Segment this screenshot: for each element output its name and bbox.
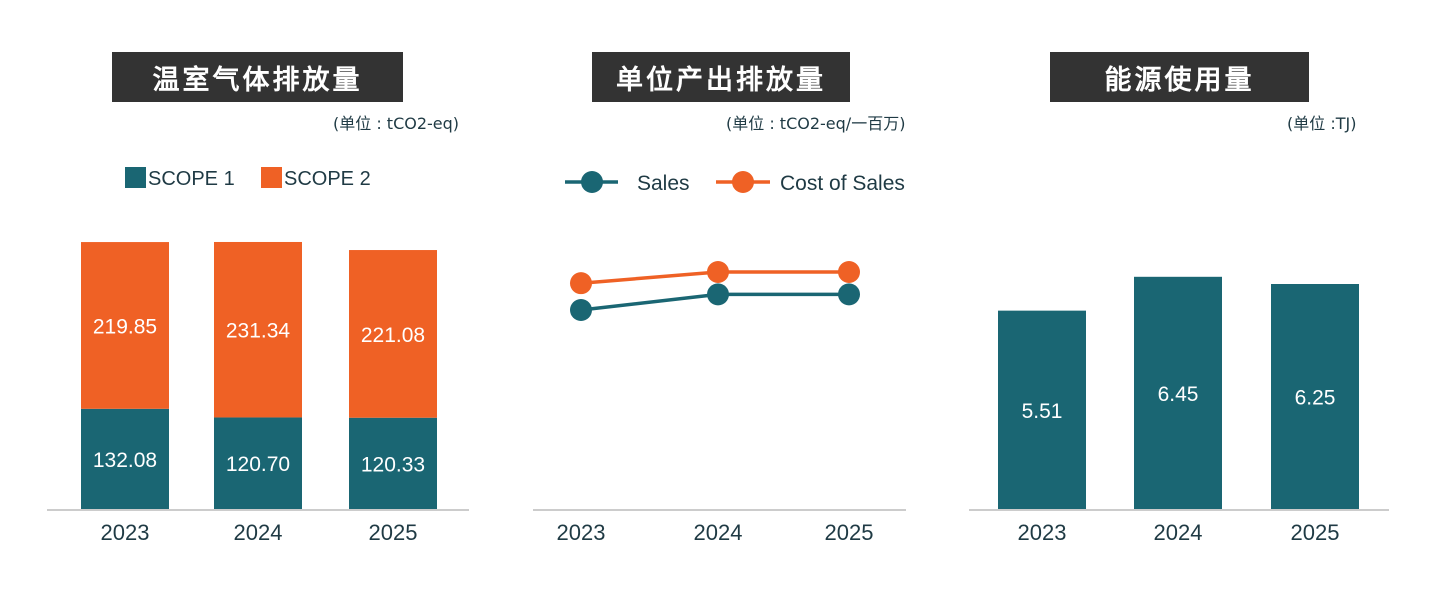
intensity-title: 单位产出排放量: [592, 52, 850, 102]
ghg-legend-label-2: SCOPE 2: [284, 168, 371, 190]
intensity-legend-marker-cost-of-sales: [732, 171, 754, 193]
energy-value-label-2025: 6.25: [1295, 387, 1336, 410]
intensity-point-sales-2024: [707, 283, 729, 306]
intensity-point-cost-of-sales-2023: [570, 272, 592, 295]
ghg-bar-2023-scope2: [81, 242, 169, 409]
ghg-tick-label-2023: 2023: [101, 520, 150, 545]
ghg-bar-2025-scope2: [349, 250, 437, 418]
ghg-bar-2023-scope1: [81, 408, 169, 509]
intensity-tick-label-2023: 2023: [557, 520, 606, 545]
ghg-value-label-2025-scope1: 120.33: [361, 453, 425, 476]
intensity-point-cost-of-sales-2024: [707, 261, 729, 283]
ghg-legend-swatch-1: [125, 167, 146, 188]
energy-bar-2025: [1271, 284, 1359, 509]
energy-bar-2023: [998, 310, 1086, 509]
ghg-value-label-2024-scope2: 231.34: [226, 320, 291, 343]
intensity-point-cost-of-sales-2025: [838, 261, 860, 283]
intensity-legend-marker-sales: [581, 171, 603, 193]
intensity-tick-label-2025: 2025: [825, 520, 874, 545]
ghg-bar-2025-scope1: [349, 417, 437, 509]
ghg-unit-label: (单位 : tCO2-eq): [333, 114, 460, 133]
ghg-legend-label-1: SCOPE 1: [148, 168, 235, 190]
ghg-value-label-2025-scope2: 221.08: [361, 324, 425, 347]
ghg-value-label-2024-scope1: 120.70: [226, 453, 290, 476]
intensity-legend-label-sales: Sales: [637, 172, 690, 195]
energy-title: 能源使用量: [1050, 52, 1309, 102]
intensity-point-sales-2023: [570, 299, 592, 321]
ghg-tick-label-2025: 2025: [369, 520, 418, 545]
ghg-bar-2024-scope2: [214, 241, 302, 418]
energy-tick-label-2025: 2025: [1291, 520, 1340, 545]
energy-tick-label-2023: 2023: [1018, 520, 1067, 545]
energy-value-label-2023: 5.51: [1022, 400, 1063, 423]
ghg-legend-swatch-2: [261, 167, 282, 188]
ghg-tick-label-2024: 2024: [234, 520, 283, 545]
ghg-value-label-2023-scope2: 219.85: [93, 315, 157, 338]
intensity-legend-label-cost-of-sales: Cost of Sales: [780, 172, 905, 195]
ghg-bar-2024-scope1: [214, 417, 302, 509]
intensity-unit-label: (单位 : tCO2-eq/一百万): [726, 114, 906, 133]
energy-bar-2024: [1134, 276, 1222, 509]
energy-value-label-2024: 6.45: [1158, 383, 1199, 406]
energy-tick-label-2024: 2024: [1154, 520, 1203, 545]
intensity-point-sales-2025: [838, 283, 860, 306]
intensity-tick-label-2024: 2024: [694, 520, 743, 545]
energy-unit-label: (单位 :TJ): [1287, 114, 1357, 133]
ghg-value-label-2023-scope1: 132.08: [93, 449, 157, 472]
ghg-emissions-title: 温室气体排放量: [112, 52, 403, 102]
